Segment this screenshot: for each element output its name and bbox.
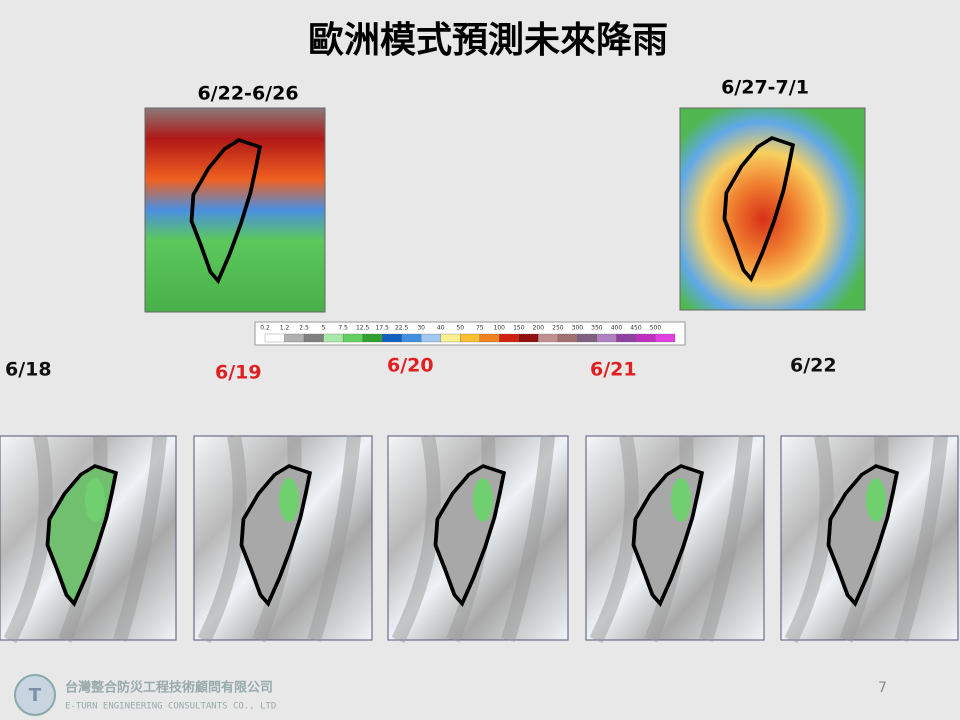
colorbar-swatch [284, 333, 305, 343]
company-name-en: E-TURN ENGINEERING CONSULTANTS CO., LTD [65, 702, 276, 712]
rain-band [197, 434, 247, 644]
rain-band [589, 434, 639, 644]
rain-patch [473, 478, 493, 522]
rain-band [3, 434, 53, 644]
colorbar-label: 350 [591, 325, 603, 332]
colorbar-swatch [440, 333, 461, 343]
colorbar-label: 450 [630, 325, 642, 332]
slide-title: 歐洲模式預測未來降雨 [308, 20, 668, 61]
colorbar-swatch [421, 333, 441, 343]
colorbar-label: 5 [322, 325, 326, 332]
colorbar-swatch [557, 333, 578, 343]
colorbar-label: 300 [572, 325, 584, 332]
colorbar-swatch [635, 333, 656, 343]
colorbar-label: 500 [650, 325, 662, 332]
colorbar-label: 0.2 [260, 325, 270, 332]
colorbar-label: 1.2 [280, 325, 290, 332]
rain-band [307, 435, 361, 643]
colorbar-label: 200 [533, 325, 545, 332]
company-name: 台灣整合防災工程技術顧問有限公司 [65, 680, 273, 696]
period-label: 6/27-7/1 [721, 77, 809, 99]
colorbar-swatch [303, 333, 324, 343]
rain-patch [279, 478, 299, 522]
colorbar-swatch [538, 333, 559, 343]
colorbar-label: 250 [552, 325, 564, 332]
colorbar-swatch [381, 333, 402, 343]
colorbar-swatch [655, 333, 676, 343]
colorbar-swatch [401, 333, 422, 343]
colorbar: 0.2 1.2 2.5 5 7.5 12.5 17.5 22.5 30 40 50 75 100 150 2… [254, 321, 686, 346]
colorbar-label: 22.5 [395, 325, 409, 332]
colorbar-label: 400 [611, 325, 623, 332]
colorbar-label: 2.5 [299, 325, 309, 332]
rain-band [501, 435, 555, 643]
colorbar-swatch [342, 333, 363, 343]
date-label: 6/22 [790, 355, 837, 377]
rain-patch [85, 478, 105, 522]
logo [14, 674, 56, 716]
daily-maps [0, 434, 959, 644]
colorbar-label: 12.5 [356, 325, 370, 332]
colorbar-label: 100 [494, 325, 506, 332]
colorbar-swatch [362, 333, 383, 343]
period-label: 6/22-6/26 [197, 83, 298, 105]
colorbar-swatch [499, 333, 519, 343]
colorbar-label: 75 [476, 325, 484, 332]
logo-mark: T [29, 685, 42, 706]
colorbar-label: 40 [437, 325, 445, 332]
date-label: 6/19 [215, 362, 262, 384]
page-number: 7 [878, 680, 887, 696]
map [144, 107, 326, 313]
rain-patch [671, 478, 691, 522]
colorbar-label: 50 [456, 325, 464, 332]
colorbar-label: 150 [513, 325, 525, 332]
date-label: 6/20 [387, 355, 434, 377]
rain-band [784, 434, 834, 644]
rain-band [894, 435, 948, 643]
colorbar-label: 7.5 [338, 325, 348, 332]
rain-band [113, 435, 167, 643]
colorbar-swatch [596, 333, 617, 343]
date-label: 6/21 [590, 359, 637, 381]
rain-patch [866, 478, 886, 522]
colorbar-swatch [264, 333, 285, 343]
colorbar-swatch [460, 333, 480, 343]
colorbar-swatch [616, 333, 637, 343]
map [679, 107, 866, 311]
colorbar-swatch [323, 333, 344, 343]
rain-band [391, 434, 441, 644]
colorbar-label: 17.5 [375, 325, 389, 332]
date-label: 6/18 [5, 359, 52, 381]
colorbar-swatch [479, 333, 500, 343]
colorbar-swatch [577, 333, 598, 343]
colorbar-swatch [518, 333, 539, 343]
colorbar-label: 30 [417, 325, 425, 332]
rain-band [699, 435, 753, 643]
